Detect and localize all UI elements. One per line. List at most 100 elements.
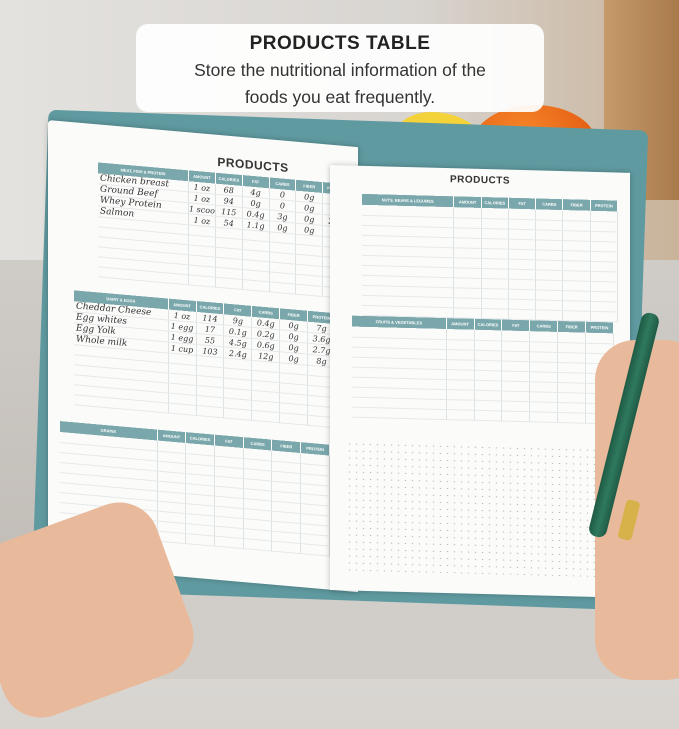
table-cell-empty[interactable] [453,217,482,228]
table-cell-empty[interactable] [481,287,509,299]
table-cell-empty[interactable] [535,239,563,251]
table-cell-empty[interactable] [501,350,530,362]
table-cell-empty[interactable] [508,268,536,280]
table-cell-empty[interactable] [269,281,296,295]
table-cell-empty[interactable] [590,290,618,302]
table-cell-empty[interactable] [562,280,591,291]
table-cell-empty[interactable] [453,297,482,308]
table-cell-empty[interactable] [562,290,591,301]
table-cell-empty[interactable] [535,289,563,301]
table-cell-empty[interactable] [481,307,509,319]
table-cell-empty[interactable] [481,267,509,279]
table-cell-empty[interactable] [453,237,482,248]
table-cell-empty[interactable] [562,220,591,231]
table-cell-empty[interactable] [453,257,482,268]
table-cell-empty[interactable] [535,279,563,291]
table-cell-empty[interactable] [501,360,530,372]
table-cell-empty[interactable] [453,207,482,218]
table-cell-empty[interactable] [214,535,244,549]
table-cell-empty[interactable] [279,412,308,426]
table-cell-empty[interactable] [590,260,618,272]
table-cell-empty[interactable] [188,274,216,288]
table-cell-empty[interactable] [590,230,618,242]
table-cell-empty[interactable] [501,330,530,342]
table-cell-empty[interactable] [562,310,591,321]
table-cell-empty[interactable] [215,277,243,290]
table-cell-empty[interactable] [535,269,563,281]
table-cell-empty[interactable] [501,370,530,382]
table-cell-empty[interactable] [501,390,530,402]
table-cell-empty[interactable] [295,284,323,297]
table-cell-empty[interactable] [590,310,618,322]
table-cell-empty[interactable] [590,210,618,222]
table-cell-empty[interactable] [501,380,530,392]
table-cell-empty[interactable] [508,308,536,320]
table-cell-empty[interactable] [453,267,482,278]
table-cell-empty[interactable] [185,533,215,546]
table-cell-empty[interactable] [590,300,618,312]
table-cell-empty[interactable] [453,307,482,318]
table-cell-empty[interactable] [251,410,280,423]
table-cell-empty[interactable] [453,227,482,238]
table-cell-empty[interactable] [271,540,301,554]
table-cell-empty[interactable] [562,270,591,281]
table-cell-empty[interactable] [508,208,536,220]
table-cell-empty[interactable] [535,259,563,271]
table-cell-empty[interactable] [562,210,591,221]
table-cell-empty[interactable] [508,278,536,290]
table-cell-empty[interactable] [508,228,536,240]
table-cell-empty[interactable] [481,247,509,259]
table-fruits-vegetables: Fruits & Vegetables Amount Calories Fat Carb… [352,315,614,424]
table-cell-empty[interactable] [508,238,536,250]
table-cell-empty[interactable] [590,250,618,262]
table-cell-empty[interactable] [481,217,509,229]
table-cell-empty[interactable] [535,249,563,261]
table-cell-empty[interactable] [535,309,563,321]
table-cell-empty[interactable] [300,543,330,556]
table-cell-empty[interactable] [529,411,558,422]
table-cell-empty[interactable] [562,230,591,241]
table-cell-empty[interactable] [562,260,591,271]
table-cell-empty[interactable] [590,270,618,282]
table-cell-empty[interactable] [508,218,536,230]
table-cell-empty[interactable] [481,257,509,269]
table-nuts-beans-legumes: Nuts, Beans & Legumes Amount Calories Fat Ca… [362,193,618,322]
table-cell-empty[interactable] [481,227,509,239]
table-cell-empty[interactable] [508,298,536,310]
table-cell-empty[interactable] [535,229,563,241]
table-cell-empty[interactable] [481,237,509,249]
table-cell-empty[interactable] [453,287,482,298]
table-cell-empty[interactable] [352,406,447,420]
table-cell-empty[interactable] [590,240,618,252]
column-header: Calories [481,196,509,209]
table-cell-empty[interactable] [557,411,586,423]
table-cell-empty[interactable] [501,410,530,422]
table-cell-empty[interactable] [535,299,563,311]
table-cell-empty[interactable] [535,219,563,231]
table-cell-empty[interactable] [562,240,591,251]
table-cell-empty[interactable] [243,538,272,551]
table-cell-empty[interactable] [481,297,509,309]
table-cell-empty[interactable] [481,277,509,289]
table-cell-empty[interactable] [501,340,530,352]
table-cell-empty[interactable] [453,277,482,288]
table-cell-empty[interactable] [501,400,530,412]
table-cell-empty[interactable] [223,407,252,421]
table-cell-empty[interactable] [508,248,536,260]
table-cell-empty[interactable] [481,207,509,219]
table-cell-empty[interactable] [562,250,591,261]
table-cell-empty[interactable] [508,258,536,270]
table-cell-empty[interactable] [453,247,482,258]
table-cell-empty[interactable] [168,403,197,416]
table-cell-empty[interactable] [446,409,475,420]
table-cell-empty[interactable] [196,405,224,418]
table-cell-empty[interactable] [508,288,536,300]
table-cell-empty[interactable] [590,220,618,232]
dot-grid-area [346,440,611,578]
table-cell-empty[interactable] [535,209,563,221]
table-cell-empty[interactable] [242,279,270,292]
table-cell-empty[interactable] [590,280,618,292]
table-cell-empty[interactable] [474,409,502,421]
notebook-pen-loop [628,260,642,330]
table-cell-empty[interactable] [562,300,591,311]
